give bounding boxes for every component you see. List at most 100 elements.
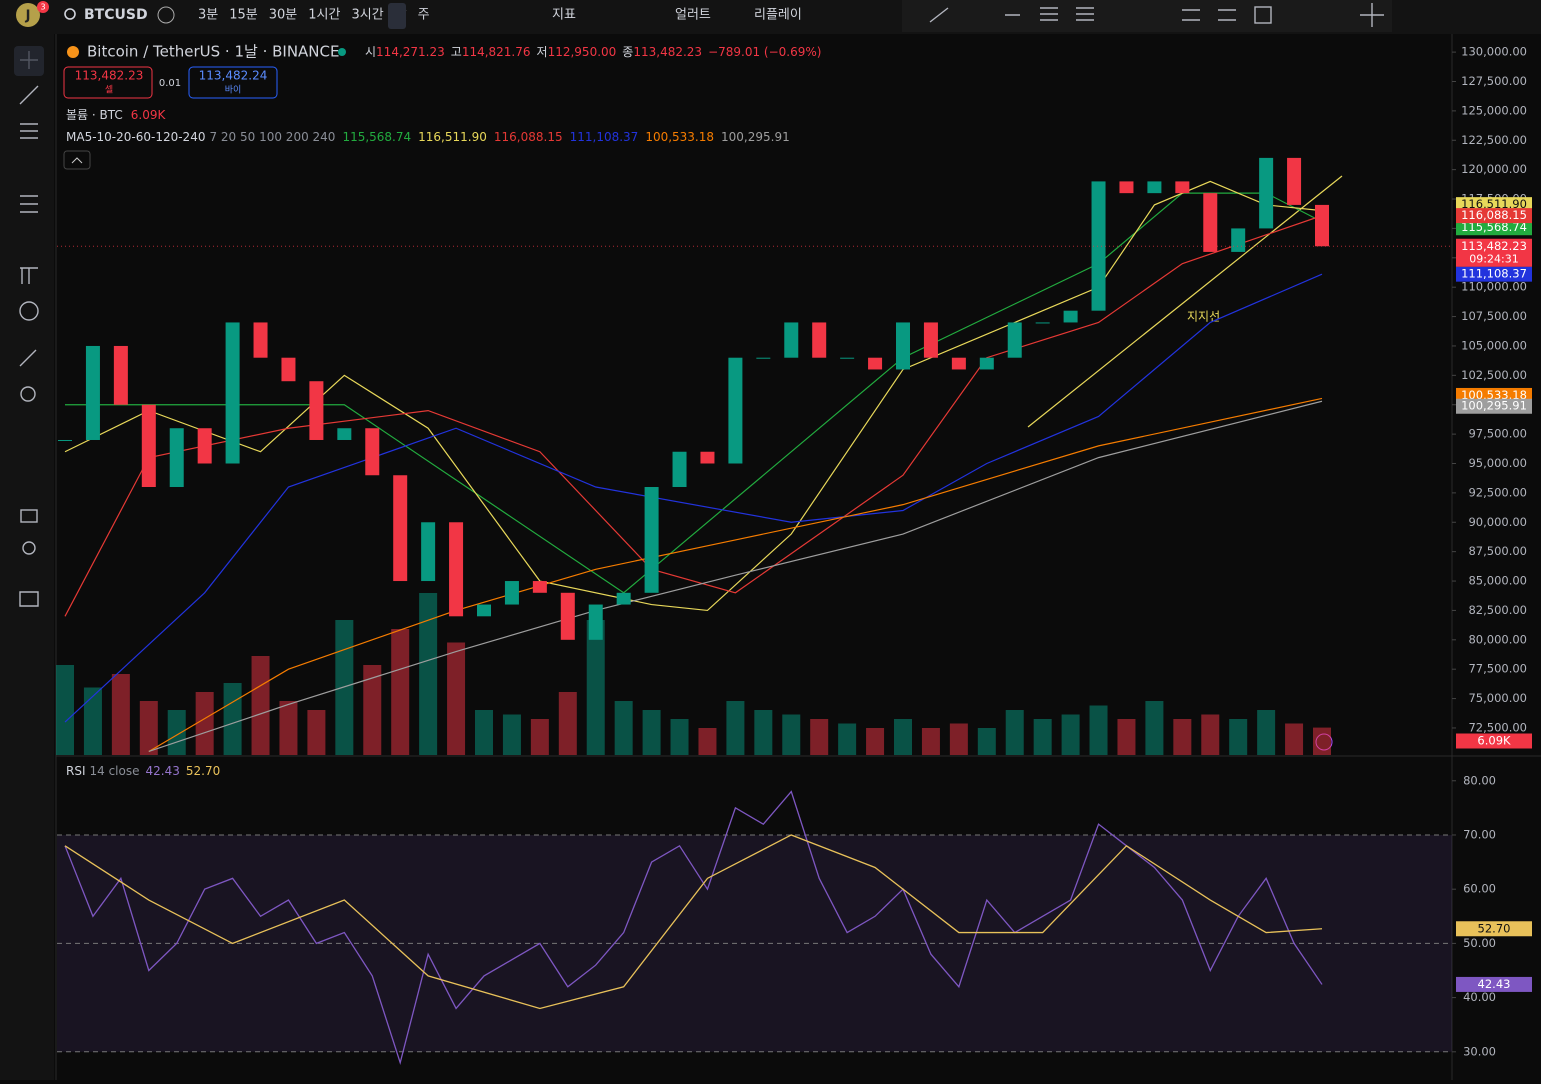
candle [588,604,603,640]
zoom-tool[interactable] [20,386,36,402]
candle [309,381,324,440]
price-badge-label: 52.70 [1478,921,1511,935]
emoji-tool[interactable] [19,301,39,321]
volume-bar [447,642,466,755]
y-tick-label: 127,500.00 [1461,74,1527,88]
rsi-ma-value: 52.70 [186,764,220,778]
sell-button[interactable] [63,66,153,99]
replay[interactable]: 리플레이 [754,8,802,23]
volume-bar [810,719,829,755]
volume-bar [1061,714,1080,755]
ma-value: 100,295.91 [721,130,790,144]
ma-value: 111,108.37 [570,130,639,144]
annotation[interactable]: 지지선 [1187,310,1220,324]
buy-price: 113,482.24 [199,69,268,83]
rsi-title: RSI [66,764,86,778]
y-tick-label: 80.00 [1463,773,1496,787]
alert[interactable]: 얼러트 [675,8,711,23]
candle [197,428,212,464]
volume-bar [670,719,689,755]
interval[interactable]: 3시간 [351,8,383,23]
y-tick-label: 50.00 [1463,936,1496,950]
cursor-active [14,46,44,76]
line [64,790,1323,1065]
volume-bar [558,692,577,755]
drawing-tools[interactable] [929,3,1384,27]
volume-bar [1005,710,1024,755]
buy-button[interactable] [188,66,278,99]
interval[interactable]: 30분 [269,8,298,23]
candle [449,522,464,617]
candle [141,404,156,488]
price-badge [1456,266,1532,282]
volume-bar [307,710,326,755]
line [148,400,1323,753]
candle [504,581,519,605]
y-tick-label: 97,500.00 [1468,427,1527,441]
price-badge [1456,921,1532,937]
interval-active [388,3,406,29]
candle [840,357,855,359]
candle [281,357,296,382]
line [65,192,1323,594]
candle [1203,193,1218,252]
interval[interactable]: 3분 [198,8,218,23]
volume-bar [586,620,605,755]
volume-bar [1089,705,1108,755]
collapse-button[interactable] [63,150,91,170]
avatar[interactable] [16,3,40,27]
badge [37,1,49,13]
volume-bar [1285,723,1304,755]
y-tick-label: 82,500.00 [1468,603,1527,617]
y-tick-label: 70.00 [1463,827,1496,841]
candle [477,604,491,617]
volume-bar [1117,719,1136,755]
candle [644,487,659,593]
rsi-legend: RSI 14 close 42.43 52.70 [66,764,220,778]
candle [85,345,100,440]
interval[interactable]: 1시간 [308,8,340,23]
sell-label: 셀 [105,85,113,96]
y-tick-label: 60.00 [1463,882,1496,896]
volume-last: 6.09K [131,108,167,122]
ohlc-label: 고 [451,45,462,59]
price-badge-label: 116,088.15 [1461,208,1527,222]
price-badge [1456,208,1532,224]
ma-title: MA5-10-20-60-120-240 [66,130,205,144]
rect-tool[interactable] [1254,6,1272,24]
price-badge-label: 116,511.90 [1461,197,1527,211]
candle [532,581,547,593]
sell-price: 113,482.23 [75,69,144,83]
rsi-params: 14 close [90,764,140,778]
add-icon[interactable] [157,6,175,24]
y-tick-label: 92,500.00 [1468,485,1527,499]
volume-bar [977,728,996,755]
line [64,273,1323,723]
indicators[interactable]: 지표 [552,8,576,23]
candle [113,345,128,405]
volume-bar [167,710,186,755]
volume-bar [1033,719,1052,755]
volume-bar [726,701,745,755]
candle [1119,181,1134,194]
volume-bar [251,656,270,755]
volume-bar [56,665,74,755]
volume-bar [698,728,717,755]
interval[interactable]: 주 [418,8,430,23]
ohlc-value: 114,821.76 [462,45,531,59]
candle [1007,322,1022,358]
lock-tool[interactable] [20,509,38,523]
candle [616,592,631,605]
symbol[interactable]: BTCUSD [84,7,148,23]
trend-line[interactable] [1027,175,1343,428]
price-badge [1456,976,1532,992]
ohlc-value: 112,950.00 [548,45,617,59]
eye-tool[interactable] [22,541,36,555]
left-toolbar [0,34,54,1080]
candle [951,357,966,370]
ma-value: 115,568.74 [342,130,411,144]
y-tick-label: 30.00 [1463,1044,1496,1058]
interval[interactable]: 15분 [229,8,258,23]
search-icon[interactable] [64,8,76,20]
